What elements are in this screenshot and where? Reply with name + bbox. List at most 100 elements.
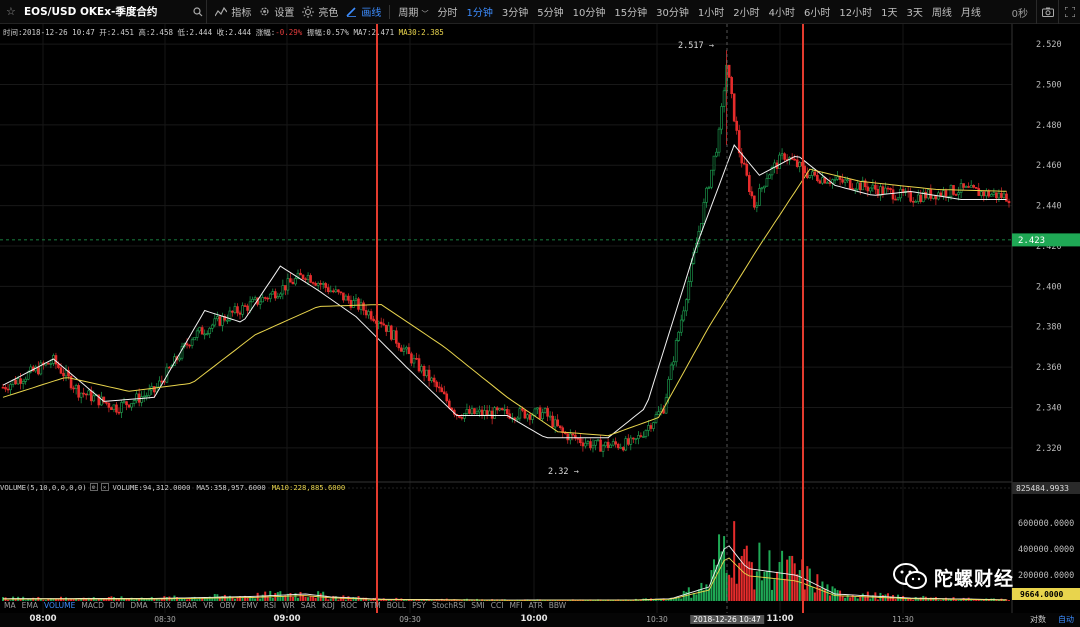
volume-value: VOLUME:94,312.0000 [112, 482, 191, 492]
period-label: 周期 [398, 8, 419, 19]
indicator-tab[interactable]: SMI [471, 601, 485, 610]
volume-bar [947, 598, 950, 601]
indicator-tab[interactable]: DMI [109, 601, 125, 610]
volume-bar [105, 598, 108, 601]
indicator-tab[interactable]: ATR [528, 601, 543, 610]
candle-body [281, 285, 285, 295]
volume-bar [291, 596, 294, 601]
volume-bar [286, 593, 289, 601]
settings-button[interactable]: 设置 [259, 4, 294, 19]
candle-body [246, 305, 249, 311]
volume-bar [77, 599, 80, 601]
volume-bar [221, 596, 224, 601]
indicator-tab[interactable]: DMA [130, 601, 148, 610]
price-chart[interactable]: 2.520 2.500 2.480 2.460 2.440 2.420 2.400 2.380… [0, 24, 1080, 613]
volume-bar [733, 521, 736, 601]
indicator-tab[interactable]: MFI [509, 601, 523, 610]
interval-option[interactable]: 5分钟 [537, 8, 564, 19]
interval-option[interactable]: 15分钟 [614, 8, 648, 19]
volume-bar [912, 599, 915, 601]
theme-button[interactable]: 亮色 [302, 4, 338, 19]
interval-option[interactable]: 10分钟 [572, 8, 606, 19]
candle-body [541, 412, 544, 420]
volume-close-button[interactable]: ✕ [100, 483, 109, 491]
volume-bar [97, 598, 100, 601]
volume-bar [145, 598, 148, 601]
volume-bar [271, 597, 274, 601]
volume-bar [143, 598, 146, 601]
candle-body [337, 289, 340, 293]
interval-option[interactable]: 1分钟 [466, 8, 493, 19]
screenshot-button[interactable] [1036, 0, 1058, 24]
candle-body [846, 179, 849, 181]
indicator-tab[interactable]: TRIX [153, 601, 171, 610]
interval-option[interactable]: 3天 [906, 8, 923, 19]
volume-bar [412, 600, 415, 601]
candle-body [818, 180, 822, 184]
candle-body [110, 407, 113, 410]
interval-option[interactable]: 3分钟 [501, 8, 529, 19]
ma30-line [2, 168, 1007, 437]
star-icon[interactable]: ☆ [6, 5, 16, 18]
candle-body [291, 281, 295, 285]
indicator-tab[interactable]: BOLL [386, 601, 407, 610]
indicator-tab[interactable]: WR [282, 601, 295, 610]
indicators-button[interactable]: 指标 [215, 4, 251, 19]
indicator-tab[interactable]: CCI [490, 601, 504, 610]
fullscreen-button[interactable] [1058, 0, 1080, 24]
interval-option[interactable]: 6小时 [803, 8, 831, 19]
candle-body [316, 283, 320, 286]
indicator-tab[interactable]: MACD [81, 601, 104, 610]
volume-bar [133, 599, 136, 601]
interval-option[interactable]: 周线 [931, 8, 952, 19]
interval-option[interactable]: 12小时 [839, 8, 873, 19]
time-label: 08:00 [29, 614, 57, 624]
indicator-tab[interactable]: BBW [548, 601, 567, 610]
candle-body [735, 120, 738, 131]
indicator-tab[interactable]: EMV [241, 601, 258, 610]
indicator-tab[interactable]: StochRSI [431, 601, 466, 610]
indicator-tab[interactable]: PSY [412, 601, 426, 610]
candle-body [478, 409, 481, 413]
interval-option[interactable]: 2小时 [733, 8, 760, 19]
indicator-tab[interactable]: RSI [263, 601, 277, 610]
log-scale-button[interactable]: 对数 [1030, 615, 1046, 624]
indicator-tab[interactable]: VOLUME [43, 601, 76, 610]
indicator-tab[interactable]: MA [4, 601, 16, 610]
volume-bar [302, 595, 305, 601]
auto-scale-button[interactable]: 自动 [1058, 615, 1074, 624]
candle-body [326, 287, 330, 293]
volume-settings-button[interactable]: ⚙ [89, 483, 98, 491]
candle-body [755, 205, 759, 208]
draw-button[interactable]: 画线 [346, 4, 381, 19]
candle-body [311, 282, 315, 284]
period-dropdown[interactable]: 周期 ﹀ [398, 4, 428, 19]
candle-body [916, 194, 920, 202]
candle-body [402, 348, 406, 352]
search-button[interactable] [189, 0, 208, 24]
indicator-tab[interactable]: KDJ [321, 601, 335, 610]
candle-body [294, 278, 297, 285]
interval-option[interactable]: 30分钟 [656, 8, 689, 19]
interval-option[interactable]: 分时 [437, 8, 458, 19]
candle-body [195, 330, 199, 338]
indicator-tab[interactable]: OBV [219, 601, 236, 610]
candle-body [142, 395, 146, 398]
interval-option[interactable]: 月线 [960, 8, 981, 19]
candle-body [584, 442, 587, 447]
volume-bar [186, 599, 189, 601]
interval-option[interactable]: 4小时 [768, 8, 795, 19]
indicator-tab[interactable]: ROC [340, 601, 358, 610]
candle-body [657, 411, 660, 415]
interval-option[interactable]: 1天 [881, 8, 898, 19]
candle-body [528, 414, 532, 420]
indicator-tab[interactable]: VR [203, 601, 214, 610]
indicator-tab[interactable]: BRAR [176, 601, 198, 610]
axis-buttons: 对数 自动 [1024, 613, 1080, 627]
indicator-tab[interactable]: EMA [21, 601, 38, 610]
interval-option[interactable]: 1小时 [697, 8, 725, 19]
indicator-tab[interactable]: SAR [300, 601, 316, 610]
volume-bar [743, 549, 746, 601]
volume-bar [937, 599, 940, 601]
indicator-tab[interactable]: MTM [363, 601, 381, 610]
